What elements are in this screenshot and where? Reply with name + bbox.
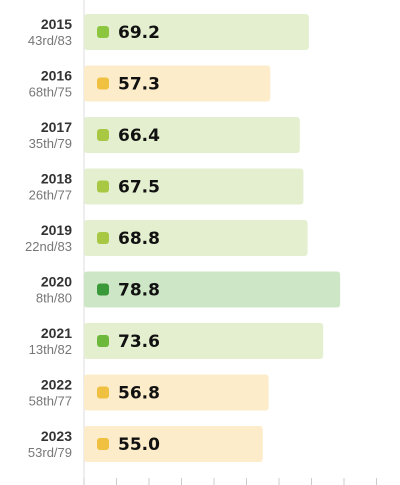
bar	[84, 117, 300, 153]
bar	[84, 374, 269, 411]
value-label: 66.4	[118, 126, 160, 146]
x-axis-ticks	[83, 478, 377, 485]
year-label: 2023	[41, 428, 72, 444]
bar-marker	[97, 26, 109, 38]
bar	[84, 426, 263, 462]
year-label: 2016	[41, 68, 72, 84]
bar-marker	[97, 283, 109, 296]
year-label: 2015	[41, 16, 72, 32]
rank-label: 53rd/79	[28, 445, 72, 460]
bar-marker	[97, 180, 109, 193]
rank-label: 43rd/83	[28, 33, 72, 48]
rank-label: 58th/77	[29, 394, 72, 409]
rank-label: 8th/80	[36, 291, 72, 306]
year-label: 2018	[41, 171, 72, 187]
value-label: 56.8	[118, 384, 160, 404]
bar-marker	[97, 386, 109, 399]
bar	[84, 168, 304, 205]
bar	[84, 323, 324, 359]
value-label: 69.2	[118, 23, 160, 43]
year-label: 2020	[41, 274, 72, 290]
bar-marker	[97, 129, 109, 141]
bar	[84, 14, 309, 50]
bar	[84, 220, 308, 256]
rank-label: 22nd/83	[25, 239, 72, 254]
value-label: 78.8	[118, 281, 160, 301]
year-label: 2019	[41, 222, 72, 238]
value-label: 73.6	[118, 332, 160, 352]
bar-marker	[97, 77, 109, 90]
value-label: 55.0	[118, 435, 160, 455]
bar	[84, 65, 271, 102]
value-label: 68.8	[118, 229, 160, 249]
rank-label: 68th/75	[29, 85, 72, 100]
bar-marker	[97, 335, 109, 347]
year-label: 2022	[41, 377, 72, 393]
rank-label: 13th/82	[29, 342, 72, 357]
year-label: 2021	[41, 325, 72, 341]
rank-label: 35th/79	[29, 136, 72, 151]
bar	[84, 271, 341, 308]
year-label: 2017	[41, 119, 72, 135]
value-label: 57.3	[118, 75, 160, 95]
value-label: 67.5	[118, 178, 160, 198]
bar-marker	[97, 232, 109, 244]
rank-label: 26th/77	[29, 188, 72, 203]
bar-marker	[97, 438, 109, 450]
